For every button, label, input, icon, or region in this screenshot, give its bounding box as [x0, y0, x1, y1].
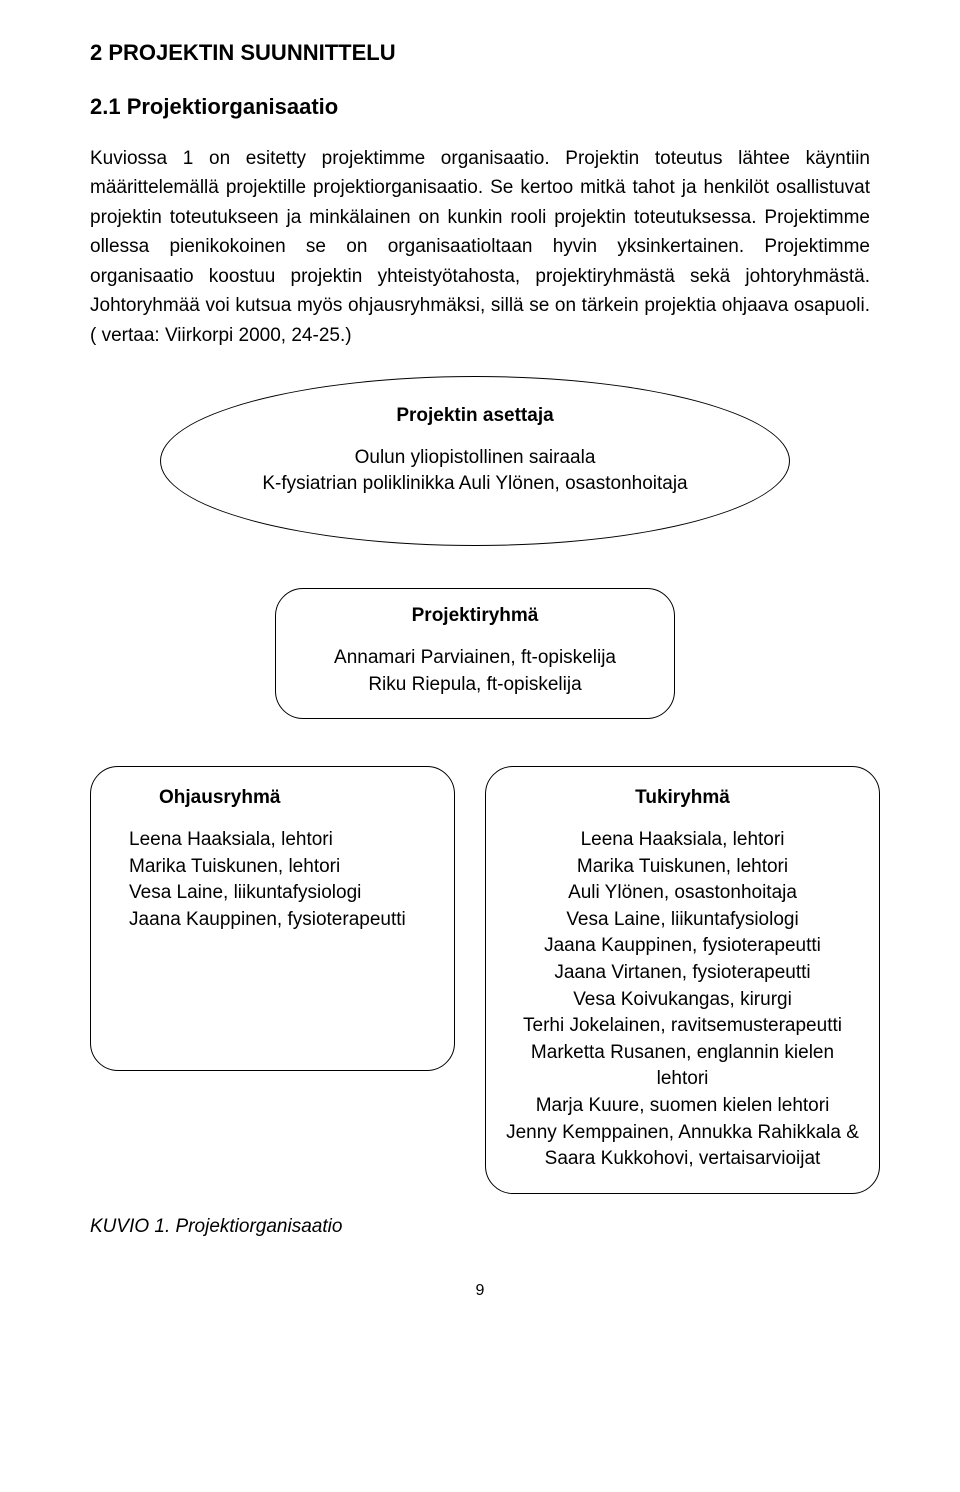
node-line: Jaana Virtanen, fysioterapeutti: [504, 960, 861, 987]
node-line: Vesa Laine, liikuntafysiologi: [504, 907, 861, 934]
node-line: K-fysiatrian poliklinikka Auli Ylönen, o…: [161, 471, 789, 497]
node-line: Vesa Laine, liikuntafysiologi: [129, 880, 436, 907]
section-heading: 2 PROJEKTIN SUUNNITTELU: [90, 40, 870, 66]
node-projektin-asettaja: Projektin asettaja Oulun yliopistollinen…: [160, 376, 790, 546]
figure-caption: KUVIO 1. Projektiorganisaatio: [90, 1216, 870, 1238]
node-ohjausryhma: Ohjausryhmä Leena Haaksiala, lehtori Mar…: [90, 766, 455, 1071]
node-title: Tukiryhmä: [504, 787, 861, 809]
node-line: Annamari Parviainen, ft-opiskelija: [294, 645, 656, 672]
node-line: Jaana Kauppinen, fysioterapeutti: [129, 907, 436, 934]
node-line: Auli Ylönen, osastonhoitaja: [504, 880, 861, 907]
node-title: Ohjausryhmä: [159, 787, 436, 809]
node-line: Oulun yliopistollinen sairaala: [161, 445, 789, 471]
org-diagram: Projektin asettaja Oulun yliopistollinen…: [90, 376, 870, 1176]
node-line: Leena Haaksiala, lehtori: [504, 827, 861, 854]
node-line: Marika Tuiskunen, lehtori: [504, 854, 861, 881]
subsection-heading: 2.1 Projektiorganisaatio: [90, 94, 870, 120]
node-line: Vesa Koivukangas, kirurgi: [504, 987, 861, 1014]
node-projektiryhma: Projektiryhmä Annamari Parviainen, ft-op…: [275, 588, 675, 719]
node-line: Jenny Kemppainen, Annukka Rahikkala &: [504, 1120, 861, 1147]
node-line: Saara Kukkohovi, vertaisarvioijat: [504, 1146, 861, 1173]
node-title: Projektiryhmä: [294, 605, 656, 627]
node-line: Marika Tuiskunen, lehtori: [129, 854, 436, 881]
node-line: Terhi Jokelainen, ravitsemusterapeutti: [504, 1013, 861, 1040]
node-line: Leena Haaksiala, lehtori: [129, 827, 436, 854]
node-line: Jaana Kauppinen, fysioterapeutti: [504, 933, 861, 960]
node-line: Riku Riepula, ft-opiskelija: [294, 672, 656, 699]
node-line: Marketta Rusanen, englannin kielen lehto…: [504, 1040, 861, 1093]
page-number: 9: [90, 1282, 870, 1300]
node-title: Projektin asettaja: [161, 405, 789, 427]
node-tukiryhma: Tukiryhmä Leena Haaksiala, lehtori Marik…: [485, 766, 880, 1194]
node-line: Marja Kuure, suomen kielen lehtori: [504, 1093, 861, 1120]
body-paragraph: Kuviossa 1 on esitetty projektimme organ…: [90, 144, 870, 350]
